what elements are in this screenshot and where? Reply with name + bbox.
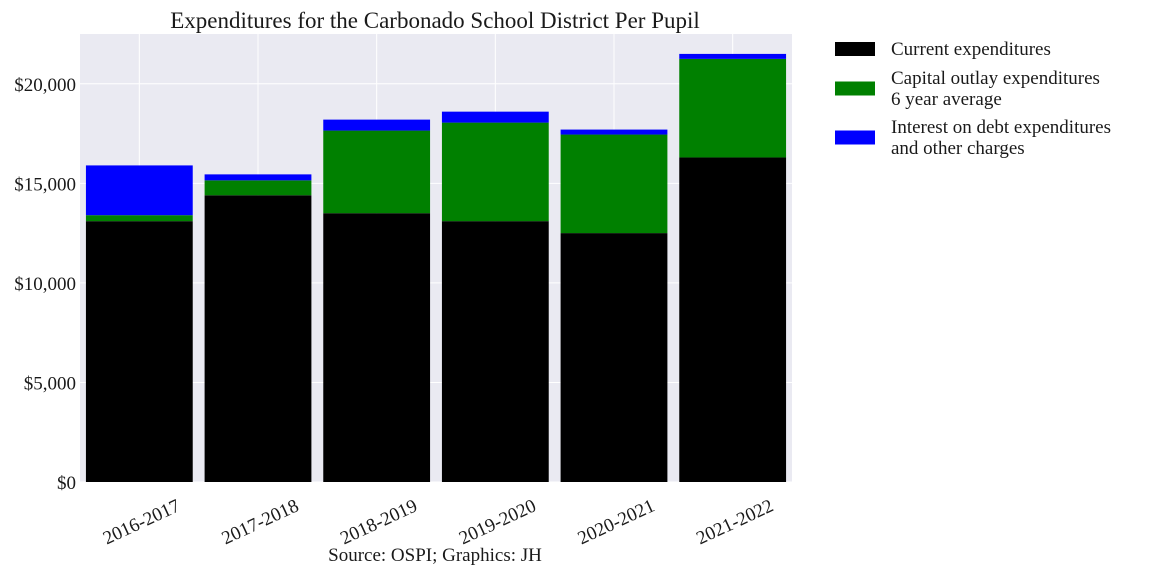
bar-segment-1 xyxy=(323,130,431,214)
x-axis-ticks: 2016-2017 2017-2018 2018-2019 2019-2020 2020… xyxy=(100,495,777,549)
plot-background xyxy=(80,34,792,482)
bar-segment-1 xyxy=(441,122,549,222)
y-tick-label: $20,000 xyxy=(14,75,76,96)
bar-segment-1 xyxy=(679,58,787,158)
bar-segment-2 xyxy=(85,165,193,216)
legend-label: Capital outlay expenditures xyxy=(891,68,1100,89)
bar-segment-2 xyxy=(679,53,787,59)
legend-label: Interest on debt expenditures xyxy=(891,117,1111,138)
bar-segment-1 xyxy=(204,180,312,196)
x-tick-label: 2016-2017 xyxy=(100,495,183,549)
bar-segment-1 xyxy=(560,134,668,234)
bar-segment-2 xyxy=(441,111,549,123)
legend-swatch xyxy=(835,130,875,145)
source-note: Source: OSPI; Graphics: JH xyxy=(328,545,542,566)
chart-title: Expenditures for the Carbonado School Di… xyxy=(170,8,700,33)
bar-segment-0 xyxy=(679,157,787,482)
legend-swatch xyxy=(835,81,875,96)
x-tick-label: 2019-2020 xyxy=(456,495,539,549)
bar-segment-0 xyxy=(204,195,312,482)
bar-segment-2 xyxy=(560,129,668,135)
bar-segment-0 xyxy=(85,221,193,483)
legend-label: Current expenditures xyxy=(891,39,1051,60)
bar-segment-0 xyxy=(560,233,668,482)
legend-swatch xyxy=(835,42,875,56)
legend: Current expenditures Capital outlay expen… xyxy=(835,39,1111,159)
x-tick-label: 2018-2019 xyxy=(337,495,420,549)
legend-label: 6 year average xyxy=(891,89,1002,110)
y-tick-label: $5,000 xyxy=(24,373,76,394)
bar-segment-2 xyxy=(204,174,312,181)
y-tick-label: $15,000 xyxy=(14,174,76,195)
bar-segment-2 xyxy=(323,119,431,131)
bar-segment-0 xyxy=(441,221,549,483)
x-tick-label: 2017-2018 xyxy=(219,495,302,549)
legend-label: and other charges xyxy=(891,138,1025,159)
x-tick-label: 2020-2021 xyxy=(575,495,658,549)
y-tick-label: $10,000 xyxy=(14,274,76,295)
bar-segment-0 xyxy=(323,213,431,482)
y-axis-ticks: $0 $5,000 $10,000 $15,000 $20,000 xyxy=(14,75,76,494)
x-tick-label: 2021-2022 xyxy=(693,495,776,549)
y-tick-label: $0 xyxy=(57,473,76,494)
bars xyxy=(85,53,787,483)
bar-segment-1 xyxy=(85,215,193,222)
